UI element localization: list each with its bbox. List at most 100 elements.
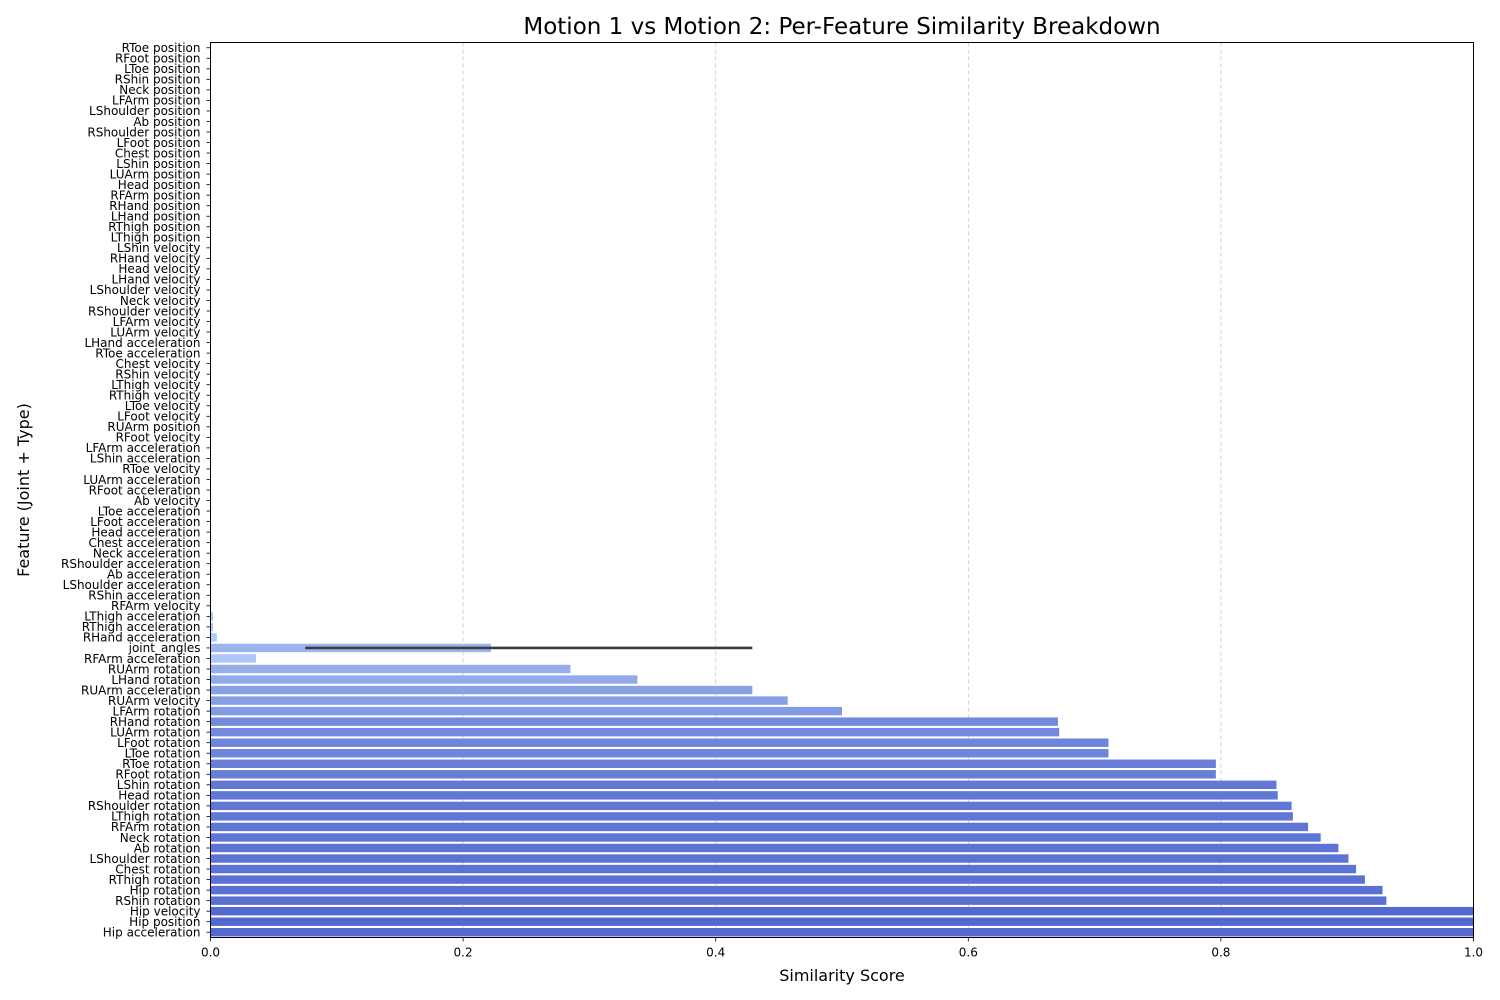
bar (210, 812, 1293, 821)
bar (210, 780, 1277, 790)
x-tick-label: 1.0 (1464, 946, 1483, 960)
category-label: RFoot rotation (115, 768, 200, 782)
category-label: RShin acceleration (88, 589, 200, 603)
x-tick-label: 0.0 (201, 946, 220, 960)
category-label: LToe acceleration (98, 504, 201, 518)
category-label: RToe acceleration (95, 346, 200, 360)
bar (210, 664, 571, 674)
y-axis-label: Feature (Joint + Type) (14, 403, 33, 577)
bar (210, 801, 1292, 811)
bar (210, 612, 214, 621)
bar (210, 759, 1216, 768)
category-label: RThigh rotation (109, 873, 201, 887)
category-label: LThigh position (111, 231, 201, 245)
bar (210, 906, 1474, 916)
category-label: RToe position (122, 41, 201, 55)
bar (210, 654, 256, 663)
category-label: Head position (118, 178, 201, 192)
category-label: Head acceleration (91, 525, 200, 539)
category-label: RFoot acceleration (89, 483, 201, 497)
bar (210, 633, 217, 642)
category-label: LFArm rotation (113, 704, 201, 718)
bar (210, 675, 638, 684)
category-label: Neck acceleration (93, 546, 201, 560)
category-label: RUArm acceleration (81, 683, 200, 697)
category-label: LShin acceleration (90, 452, 201, 466)
bar (210, 717, 1058, 726)
category-label: LUArm acceleration (83, 473, 200, 487)
category-label: RShoulder velocity (88, 304, 201, 318)
category-label: RShoulder position (87, 125, 200, 139)
category-label: RUArm velocity (108, 694, 200, 708)
category-label: LFoot acceleration (90, 515, 200, 529)
category-label: Chest acceleration (88, 536, 200, 550)
category-label: LThigh acceleration (84, 610, 200, 624)
category-label: RThigh acceleration (82, 620, 201, 634)
bar (210, 917, 1474, 926)
category-label: RFArm velocity (111, 599, 200, 613)
category-label: Neck position (119, 83, 200, 97)
category-label: RToe rotation (122, 757, 200, 771)
category-label: RHand rotation (110, 715, 201, 729)
category-label: RFoot position (115, 52, 201, 66)
category-label: LFArm acceleration (86, 441, 201, 455)
category-label: RShin position (115, 73, 201, 87)
bar (210, 727, 1060, 737)
bar (210, 864, 1357, 874)
x-tick-label: 0.4 (706, 946, 725, 960)
category-label: LFoot position (117, 136, 201, 150)
category-label: LHand acceleration (84, 336, 200, 350)
category-label: LShin position (116, 157, 200, 171)
category-label: LToe velocity (125, 399, 201, 413)
category-label: RFArm position (110, 188, 200, 202)
category-label: RUArm position (107, 420, 200, 434)
bar (210, 685, 753, 695)
category-label: Hip acceleration (103, 926, 201, 940)
bar (210, 875, 1365, 884)
category-label: LShoulder rotation (90, 852, 201, 866)
x-tick-label: 0.8 (1211, 946, 1230, 960)
x-tick-label: 0.2 (454, 946, 473, 960)
category-label: LThigh rotation (111, 810, 200, 824)
category-label: LFArm velocity (113, 315, 201, 329)
category-label: Head rotation (118, 789, 200, 803)
category-label: LUArm rotation (110, 725, 200, 739)
category-label: Neck velocity (120, 294, 201, 308)
category-label: LHand position (111, 210, 201, 224)
bar (210, 843, 1339, 853)
category-label: LThigh velocity (111, 378, 200, 392)
category-label: Ab acceleration (107, 568, 201, 582)
x-axis-ticks: 0.0 0.2 0.4 0.6 0.8 1.0 (201, 937, 1483, 960)
category-label: Hip velocity (130, 904, 201, 918)
bar (210, 833, 1321, 842)
category-label: Hip rotation (130, 883, 201, 897)
bar (210, 770, 1216, 779)
category-label: RFoot velocity (116, 431, 201, 445)
category-label: Chest rotation (115, 862, 200, 876)
category-label: RHand position (109, 199, 200, 213)
category-label: Ab position (133, 115, 200, 129)
bar (210, 854, 1349, 863)
bar (210, 749, 1109, 758)
category-label: RThigh position (108, 220, 200, 234)
category-label: RShoulder acceleration (61, 557, 201, 571)
bar (210, 822, 1309, 832)
category-label: joint_angles (128, 641, 201, 655)
category-label: RHand velocity (110, 252, 201, 266)
category-label: Chest position (115, 146, 201, 160)
category-label: RFArm acceleration (84, 652, 201, 666)
x-tick-label: 0.6 (959, 946, 978, 960)
bars (210, 601, 1474, 937)
category-label: LFArm position (112, 94, 200, 108)
category-label: LUArm velocity (110, 325, 200, 339)
category-label: RUArm rotation (108, 662, 201, 676)
bar (210, 896, 1387, 905)
category-label: Hip position (129, 915, 200, 929)
category-label: RShin velocity (115, 367, 200, 381)
bar (210, 885, 1383, 895)
category-label: Ab rotation (134, 841, 201, 855)
category-label: RShin rotation (115, 894, 200, 908)
category-label: LShin rotation (117, 778, 201, 792)
